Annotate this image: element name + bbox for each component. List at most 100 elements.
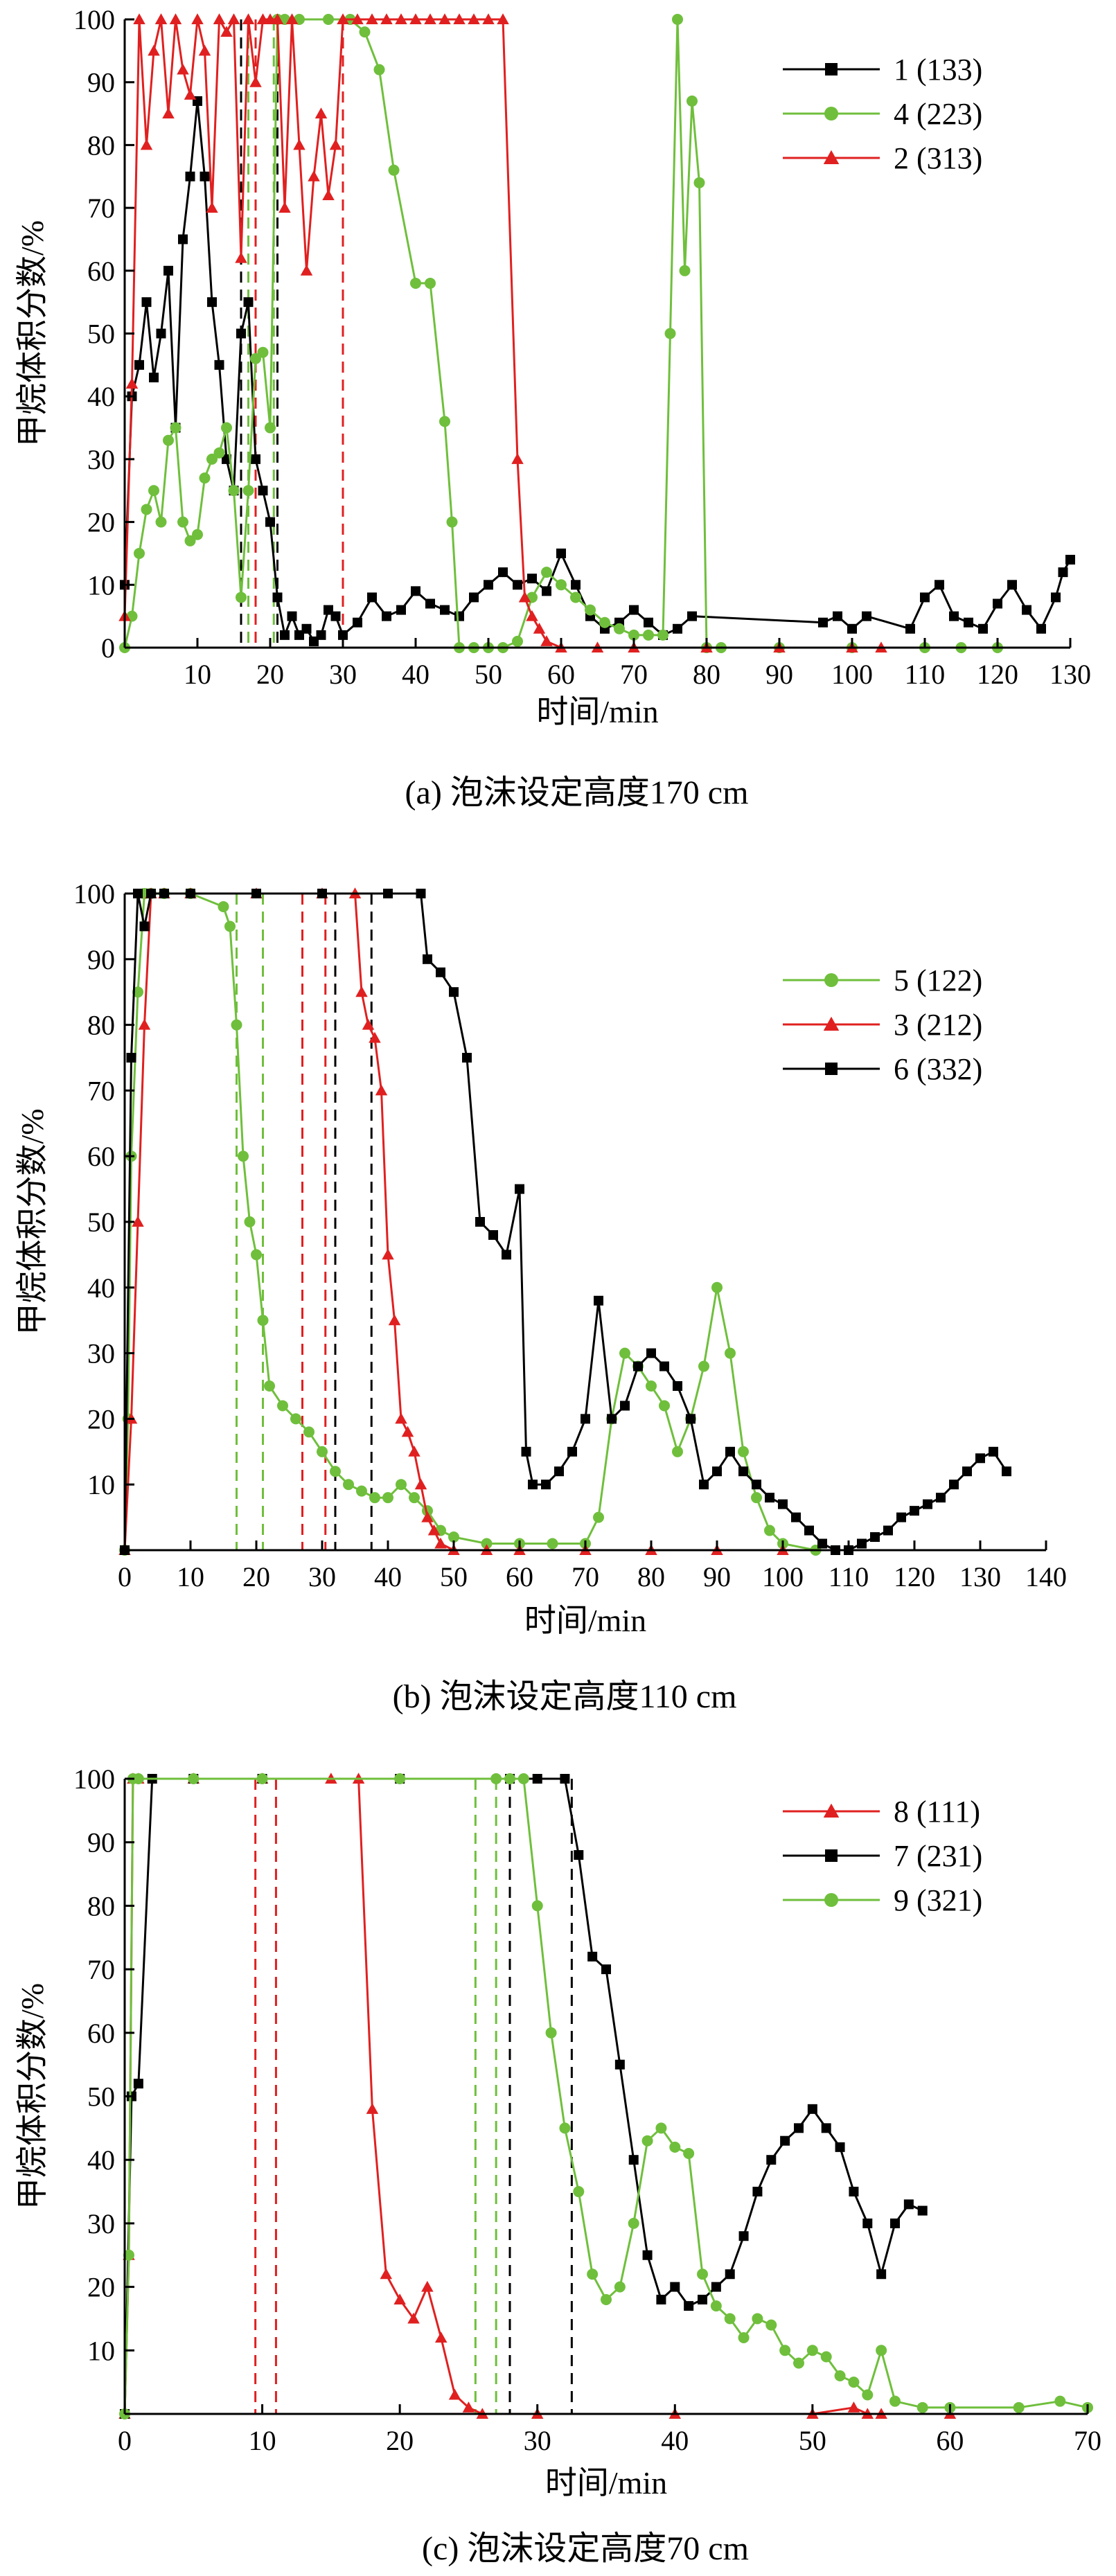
data-point xyxy=(414,1478,427,1490)
legend-marker xyxy=(823,150,840,164)
data-point xyxy=(862,2218,873,2228)
x-tick-label: 20 xyxy=(242,1561,270,1592)
data-point xyxy=(366,2103,379,2114)
data-point xyxy=(923,1499,932,1509)
data-point xyxy=(779,2345,791,2356)
data-point xyxy=(655,2122,667,2134)
data-point xyxy=(207,297,217,308)
data-point xyxy=(316,630,326,640)
x-tick-label: 10 xyxy=(177,1561,204,1592)
legend-label: 9 (321) xyxy=(894,1883,982,1917)
data-point xyxy=(367,592,377,603)
data-point xyxy=(765,2319,777,2331)
y-tick-label: 70 xyxy=(87,193,115,224)
x-tick-label: 0 xyxy=(118,2425,132,2456)
data-point xyxy=(186,889,195,898)
data-point xyxy=(317,889,327,898)
x-tick-label: 110 xyxy=(905,659,946,690)
data-point xyxy=(178,234,188,245)
x-tick-label: 40 xyxy=(661,2425,689,2456)
data-point xyxy=(154,13,168,24)
data-point xyxy=(793,2357,804,2369)
data-point xyxy=(410,277,421,289)
data-point xyxy=(218,900,229,912)
data-point xyxy=(607,1414,617,1424)
x-tick-label: 100 xyxy=(762,1561,804,1592)
data-point xyxy=(581,1414,590,1424)
data-point xyxy=(646,1348,656,1358)
data-point xyxy=(213,447,225,459)
data-point xyxy=(330,1466,341,1477)
x-tick-label: 110 xyxy=(829,1561,869,1592)
data-point xyxy=(453,13,466,24)
data-point xyxy=(213,13,226,24)
data-point xyxy=(257,346,269,358)
series-line-2 xyxy=(123,1777,923,2415)
y-tick-label: 0 xyxy=(101,632,115,664)
data-point xyxy=(199,472,211,484)
data-point xyxy=(388,1314,401,1326)
data-point xyxy=(126,1053,136,1063)
panel-caption: (a) 泡沫设定高度170 cm xyxy=(405,774,749,811)
data-point xyxy=(669,2141,681,2153)
x-tick-label: 60 xyxy=(547,659,575,690)
y-tick-label: 60 xyxy=(87,256,115,287)
legend-marker xyxy=(823,1016,840,1031)
data-point xyxy=(469,592,479,603)
data-point xyxy=(149,372,159,382)
x-tick-label: 120 xyxy=(894,1561,935,1592)
y-tick-label: 60 xyxy=(87,1141,115,1172)
data-point xyxy=(542,586,551,596)
data-point xyxy=(163,265,173,276)
data-point xyxy=(738,2231,749,2241)
data-point xyxy=(571,580,581,590)
data-point xyxy=(821,2123,831,2133)
y-tick-label: 80 xyxy=(87,130,115,161)
y-tick-label: 10 xyxy=(87,569,115,601)
data-point xyxy=(439,13,451,24)
y-tick-label: 10 xyxy=(87,2335,115,2366)
data-point xyxy=(359,26,371,38)
data-point xyxy=(138,1018,151,1030)
data-point xyxy=(436,967,445,977)
y-tick-label: 100 xyxy=(73,878,115,909)
data-point xyxy=(156,328,166,339)
x-tick-label: 20 xyxy=(386,2425,414,2456)
data-point xyxy=(159,889,169,898)
data-point xyxy=(614,2059,625,2070)
data-point xyxy=(517,1773,529,1784)
data-point xyxy=(427,1524,441,1536)
data-point xyxy=(257,1315,269,1326)
data-point xyxy=(425,277,436,289)
data-point xyxy=(170,422,181,434)
data-point xyxy=(380,2268,393,2280)
data-point xyxy=(504,1773,515,1784)
data-point xyxy=(683,2148,695,2160)
y-tick-label: 20 xyxy=(87,1403,115,1434)
data-point xyxy=(664,328,676,339)
data-point xyxy=(574,1850,584,1860)
data-point xyxy=(1022,605,1031,615)
x-tick-label: 80 xyxy=(637,1561,665,1592)
data-point xyxy=(601,2293,612,2305)
data-point xyxy=(439,416,450,427)
data-point xyxy=(567,1446,577,1457)
data-point xyxy=(249,75,262,87)
data-point xyxy=(752,1480,761,1490)
data-point xyxy=(556,579,567,591)
x-tick-label: 70 xyxy=(620,659,648,690)
data-point xyxy=(177,516,188,528)
data-point xyxy=(177,63,189,75)
data-point xyxy=(141,297,152,308)
data-point xyxy=(1002,1466,1011,1477)
data-point xyxy=(876,2345,887,2356)
data-point xyxy=(224,921,236,932)
x-tick-label: 40 xyxy=(374,1561,402,1592)
data-point xyxy=(807,2104,817,2114)
data-point xyxy=(353,617,362,628)
data-point xyxy=(764,1525,775,1536)
series-line-1 xyxy=(123,1777,950,2415)
data-point xyxy=(531,1900,543,1912)
data-point xyxy=(396,1479,407,1491)
data-point xyxy=(949,1480,959,1490)
